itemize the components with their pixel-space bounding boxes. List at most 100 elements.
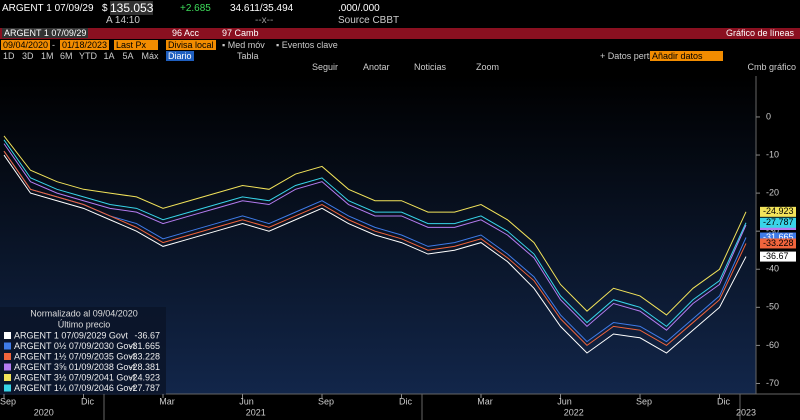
end-label: -33.228 — [763, 238, 794, 248]
end-date[interactable]: 01/18/2023 — [60, 40, 110, 50]
legend-swatch — [4, 384, 11, 392]
time: A 14:10 — [106, 15, 140, 26]
quote-bar: ARGENT 1 07/09/29 $ 135.053 +2.685 34.61… — [0, 0, 800, 28]
legend-name: ARGENT 3½ 07/09/2041 Govt — [14, 372, 136, 382]
end-label-bg — [760, 217, 796, 228]
add-data[interactable]: Añadir datos — [650, 51, 723, 61]
chart-type-title: Gráfico de líneas — [725, 28, 794, 38]
legend-title: Normalizado al 09/04/2020 — [30, 308, 138, 318]
period-button[interactable]: 6M — [60, 51, 73, 61]
source: Source CBBT — [338, 15, 400, 26]
red-bar: ARGENT 1 07/09/29 96 Acc 97 Camb Gráfico… — [0, 28, 800, 39]
period-button[interactable]: 1D — [3, 51, 15, 61]
legend-name: ARGENT 1¼ 07/09/2046 Govt — [14, 383, 136, 393]
end-label-bg — [760, 238, 796, 249]
legend-swatch — [4, 374, 11, 381]
y-tick-label: -70 — [766, 378, 779, 388]
legend-name: ARGENT 0½ 07/09/2030 Govt — [14, 341, 136, 351]
end-label: -31.665 — [763, 232, 794, 242]
end-label: -27.787 — [763, 217, 794, 227]
chart-switch[interactable]: Cmb gráfico — [747, 62, 796, 72]
legend-swatch — [4, 363, 11, 371]
ma-label: Med móv — [227, 40, 265, 50]
y-tick-label: -40 — [766, 264, 779, 274]
legend-name: ARGENT 1½ 07/09/2035 Govt — [14, 351, 136, 361]
legend-box — [0, 307, 166, 395]
menu-camb[interactable]: 97 Camb — [222, 28, 259, 38]
price: 135.053 — [110, 1, 154, 15]
yield: .000/.000 — [338, 3, 380, 14]
y-tick-label: 0 — [766, 111, 771, 121]
legend-value: -27.787 — [129, 383, 160, 393]
x-tick-label: Jun — [239, 396, 254, 406]
x-tick-label: Sep — [318, 396, 334, 406]
y-tick-label: -60 — [766, 340, 779, 350]
y-tick-label: -30 — [766, 226, 779, 236]
series-line — [3, 150, 747, 347]
end-label: -24.923 — [763, 206, 794, 216]
period-button[interactable]: 3D — [22, 51, 34, 61]
period-button[interactable]: 1M — [41, 51, 54, 61]
end-label-bg — [760, 232, 796, 243]
tool-button[interactable]: Anotar — [363, 62, 390, 72]
y-tick-label: -10 — [766, 149, 779, 159]
y-tick-label: -20 — [766, 187, 779, 197]
end-label-bg — [760, 251, 796, 262]
legend-name: ARGENT 1 07/09/2029 Govt — [14, 330, 128, 340]
end-label-bg — [760, 206, 796, 217]
period-button[interactable]: 1A — [103, 51, 115, 61]
legend-value: -31.665 — [129, 341, 160, 351]
period-button[interactable]: YTD — [79, 51, 97, 61]
legend-value: -24.923 — [129, 372, 160, 382]
pertinent-data[interactable]: + Datos pertin — [600, 51, 657, 61]
x-tick-label: Sep — [0, 396, 16, 406]
period-button[interactable]: 5A — [122, 51, 134, 61]
end-label: -36.67 — [763, 251, 789, 261]
dash: - — [52, 40, 55, 50]
legend-swatch — [4, 353, 11, 360]
year-label: 2021 — [246, 407, 266, 417]
field[interactable]: Last Px — [114, 40, 159, 50]
legend-value: -33.228 — [129, 351, 160, 361]
ticker: ARGENT 1 07/09/29 — [2, 3, 94, 14]
key-events[interactable]: ▪ Eventos clave — [276, 40, 338, 50]
controls-row: 09/04/2020 - 01/18/2023 Last Px Divisa l… — [0, 40, 800, 50]
tool-button[interactable]: Zoom — [476, 62, 500, 72]
x-tick-label: Sep — [636, 396, 652, 406]
x-tick-label: Dic — [81, 396, 94, 406]
y-tick-label: -50 — [766, 302, 779, 312]
menu-acc[interactable]: 96 Acc — [172, 28, 200, 38]
change: +2.685 — [180, 3, 211, 14]
currency-select[interactable]: Divisa local — [166, 40, 216, 50]
period-button[interactable]: Tabla — [237, 51, 259, 61]
x-tick-label: Jun — [557, 396, 572, 406]
series-line — [3, 143, 747, 331]
moving-average[interactable]: ▪ Med móv — [222, 40, 265, 50]
currency: $ — [102, 3, 108, 14]
toolbar: Cmb gráfico Seguir Anotar Noticias Zoom — [0, 62, 800, 74]
series-line — [3, 135, 747, 316]
legend-value: -28.381 — [129, 362, 160, 372]
series-line — [3, 150, 747, 343]
year-label: 2022 — [564, 407, 584, 417]
year-label: 2020 — [34, 407, 54, 417]
x-tick-label: Dic — [717, 396, 730, 406]
bid-ask: 34.611/35.494 — [230, 3, 294, 14]
legend-subtitle: Último precio — [58, 319, 111, 329]
year-label: 2023 — [736, 407, 756, 417]
start-date[interactable]: 09/04/2020 — [1, 40, 51, 50]
events-label: Eventos clave — [281, 40, 338, 50]
period-button[interactable]: Máx — [141, 51, 159, 61]
period-button[interactable]: Diario — [166, 51, 194, 61]
legend-swatch — [4, 332, 11, 339]
size: --x-- — [255, 15, 274, 26]
x-tick-label: Mar — [477, 396, 493, 406]
series-line — [3, 154, 747, 354]
tool-button[interactable]: Noticias — [414, 62, 447, 72]
series-line — [3, 139, 747, 328]
security-field[interactable]: ARGENT 1 07/09/29 — [2, 28, 89, 38]
tool-button[interactable]: Seguir — [312, 62, 339, 72]
x-tick-label: Dic — [399, 396, 412, 406]
